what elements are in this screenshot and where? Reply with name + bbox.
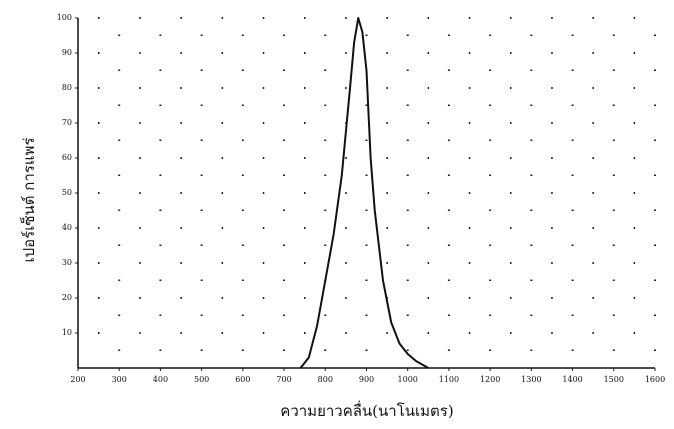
x-tick-label: 1600 xyxy=(645,375,665,384)
x-tick-label: 500 xyxy=(194,375,209,384)
y-tick-label: 40 xyxy=(62,223,72,232)
y-tick-label: 20 xyxy=(62,293,72,302)
x-tick-label: 900 xyxy=(359,375,374,384)
x-tick-label: 1300 xyxy=(521,375,541,384)
y-tick-label: 70 xyxy=(62,118,72,127)
x-tick-label: 800 xyxy=(318,375,333,384)
x-tick-label: 1100 xyxy=(439,375,459,384)
x-tick-label: 200 xyxy=(70,375,85,384)
y-axis-label: เปอร์เซ็นต์ การแพร่ xyxy=(19,138,38,263)
y-tick-label: 10 xyxy=(62,328,72,337)
x-axis-label: ความยาวคลื่น(นาโนเมตร) xyxy=(280,400,453,420)
y-tick-label: 30 xyxy=(62,258,72,267)
x-tick-label: 1500 xyxy=(604,375,624,384)
x-tick-label: 1000 xyxy=(398,375,418,384)
x-tick-label: 400 xyxy=(153,375,168,384)
x-tick-label: 700 xyxy=(276,375,291,384)
y-tick-label: 60 xyxy=(62,153,72,162)
y-tick-label: 100 xyxy=(57,13,72,22)
x-tick-label: 300 xyxy=(112,375,127,384)
x-tick-label: 1400 xyxy=(562,375,582,384)
x-tick-label: 1200 xyxy=(480,375,500,384)
chart: ความยาวคลื่น(นาโนเมตร) เปอร์เซ็นต์ การแพ… xyxy=(0,0,674,429)
y-tick-label: 90 xyxy=(62,48,72,57)
y-tick-label: 50 xyxy=(62,188,72,197)
y-tick-label: 80 xyxy=(62,83,72,92)
line xyxy=(301,18,429,368)
x-tick-label: 600 xyxy=(235,375,250,384)
